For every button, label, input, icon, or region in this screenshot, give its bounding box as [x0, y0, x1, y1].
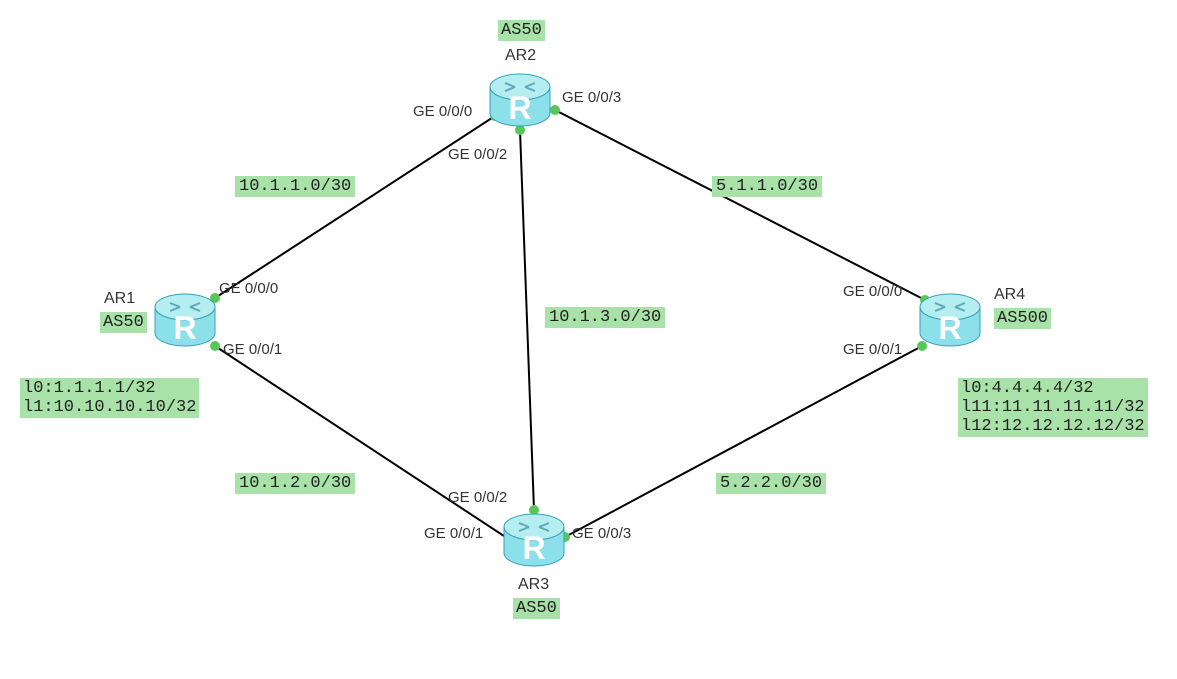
- if-ar3-ar4-from: GE 0/0/3: [572, 525, 631, 542]
- label-ar2: AR2: [505, 47, 536, 65]
- if-ar1-ar3-to: GE 0/0/1: [424, 525, 483, 542]
- as-ar1: AS50: [100, 312, 147, 333]
- as-ar2: AS50: [498, 20, 545, 41]
- label-ar1: AR1: [104, 290, 135, 308]
- if-ar2-ar3-to: GE 0/0/2: [448, 489, 507, 506]
- subnet-ar3-ar4: 5.2.2.0/30: [716, 473, 826, 494]
- if-ar1-ar2-from: GE 0/0/0: [219, 280, 278, 297]
- loopbacks-ar1: l0:1.1.1.1/32 l1:10.10.10.10/32: [20, 378, 199, 418]
- label-ar4: AR4: [994, 286, 1025, 304]
- if-ar2-ar3-from: GE 0/0/2: [448, 146, 507, 163]
- if-ar1-ar2-to: GE 0/0/0: [413, 103, 472, 120]
- subnet-ar2-ar3: 10.1.3.0/30: [545, 307, 665, 328]
- label-ar3: AR3: [518, 576, 549, 594]
- subnet-ar1-ar3: 10.1.2.0/30: [235, 473, 355, 494]
- if-ar3-ar4-to: GE 0/0/1: [843, 341, 902, 358]
- subnet-ar2-ar4: 5.1.1.0/30: [712, 176, 822, 197]
- as-ar3: AS50: [513, 598, 560, 619]
- if-ar1-ar3-from: GE 0/0/1: [223, 341, 282, 358]
- if-ar2-ar4-from: GE 0/0/3: [562, 89, 621, 106]
- svg-text:R: R: [938, 310, 961, 346]
- svg-text:R: R: [522, 530, 545, 566]
- router-ar1[interactable]: R: [152, 287, 218, 353]
- loopbacks-ar4: l0:4.4.4.4/32 l11:11.11.11.11/32 l12:12.…: [958, 378, 1148, 437]
- router-ar4[interactable]: R: [917, 287, 983, 353]
- if-ar2-ar4-to: GE 0/0/0: [843, 283, 902, 300]
- router-ar2[interactable]: R: [487, 67, 553, 133]
- subnet-ar1-ar2: 10.1.1.0/30: [235, 176, 355, 197]
- as-ar4: AS500: [994, 308, 1051, 329]
- svg-text:R: R: [508, 90, 531, 126]
- svg-text:R: R: [173, 310, 196, 346]
- router-ar3[interactable]: R: [501, 507, 567, 573]
